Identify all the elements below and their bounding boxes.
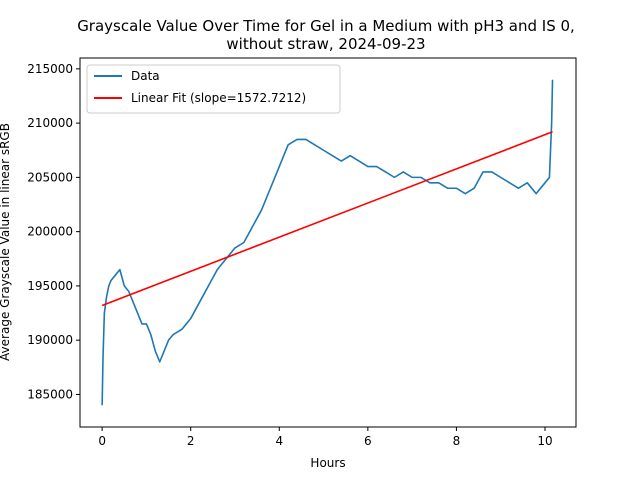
y-tick-label: 210000 bbox=[27, 116, 73, 130]
plot-lines bbox=[101, 79, 554, 406]
y-tick-label: 185000 bbox=[27, 387, 73, 401]
x-axis-label: Hours bbox=[310, 456, 345, 470]
y-axis-ticks: 185000 190000 195000 200000 205000 210000 2150… bbox=[27, 62, 80, 401]
x-tick-label: 4 bbox=[275, 434, 283, 448]
y-tick-label: 195000 bbox=[27, 279, 73, 293]
series-line-1 bbox=[101, 131, 553, 307]
x-axis-ticks: 0 2 4 6 8 10 bbox=[98, 427, 553, 448]
y-tick-label: 200000 bbox=[27, 225, 73, 239]
x-tick-label: 10 bbox=[537, 434, 552, 448]
legend-label-data: Data bbox=[131, 69, 160, 83]
legend-box bbox=[86, 64, 341, 114]
plot-frame bbox=[79, 57, 577, 428]
y-tick-label: 190000 bbox=[27, 333, 73, 347]
chart-title-line-1: Grayscale Value Over Time for Gel in a M… bbox=[77, 17, 575, 35]
y-axis-label: Average Grayscale Value in linear sRGB bbox=[0, 123, 12, 361]
x-tick-label: 8 bbox=[453, 434, 461, 448]
legend: Data Linear Fit (slope=1572.7212) bbox=[86, 64, 341, 114]
x-tick-label: 0 bbox=[98, 434, 106, 448]
x-tick-label: 2 bbox=[187, 434, 195, 448]
legend-label-fit: Linear Fit (slope=1572.7212) bbox=[131, 91, 306, 105]
y-tick-label: 205000 bbox=[27, 170, 73, 184]
series-line-0 bbox=[101, 79, 554, 406]
x-tick-label: 6 bbox=[364, 434, 372, 448]
y-tick-label: 215000 bbox=[27, 62, 73, 76]
chart-title-line-2: without straw, 2024-09-23 bbox=[226, 35, 425, 53]
